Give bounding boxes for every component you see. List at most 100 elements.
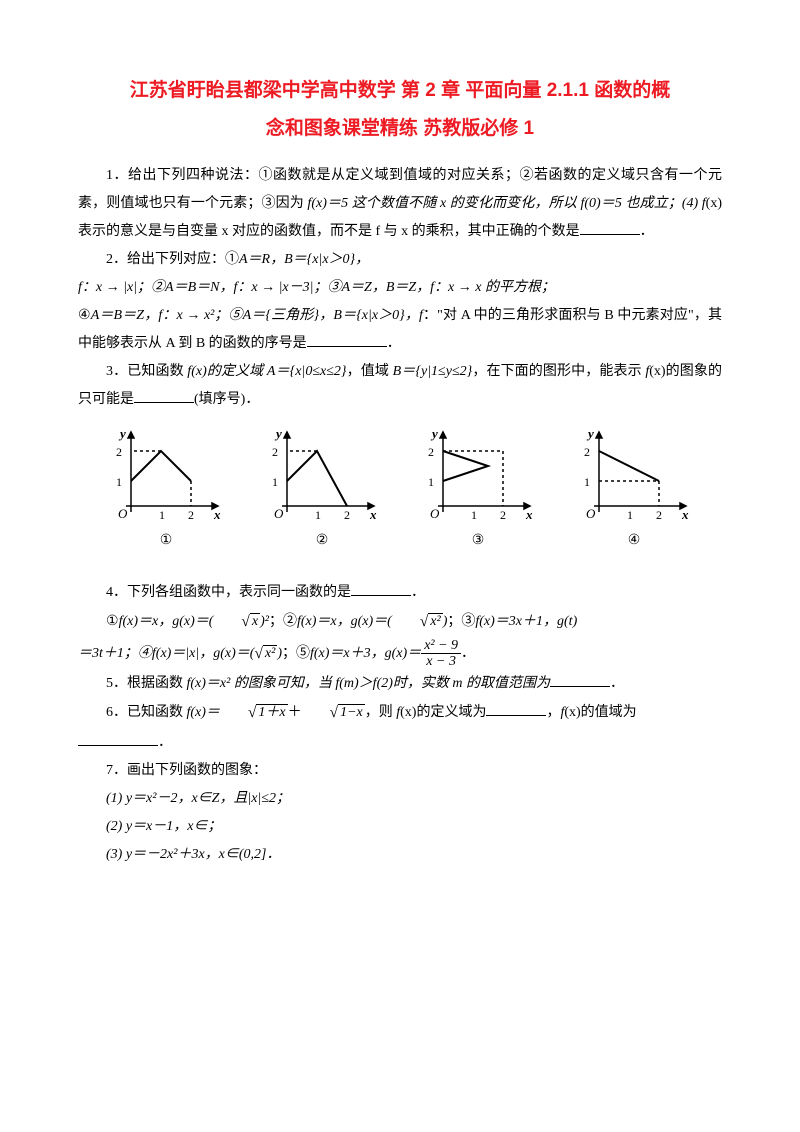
svg-text:1: 1 — [627, 508, 633, 521]
q3-a: 3．已知函数 — [106, 364, 187, 379]
q7-s1: (1) y＝x²－2，x∈Z，且|x|≤2； — [106, 791, 290, 806]
q4-g5p: g(x)＝ — [385, 646, 422, 661]
q2-a: 2．给出下列对应：① — [106, 252, 239, 267]
q3-fxb: (x)的定义域 — [191, 364, 267, 379]
question-4-line2: ＝3t＋1；④f(x)＝|x|，g(x)＝(x²)；⑤f(x)＝x＋3，g(x)… — [78, 638, 722, 670]
title-line-1: 江苏省盱眙县都梁中学高中数学 第 2 章 平面向量 2.1.1 函数的概 — [78, 72, 722, 110]
figure-1-svg: 2 1 1 2 O x y — [106, 426, 226, 521]
blank — [307, 332, 387, 347]
svg-text:x: x — [369, 507, 377, 521]
svg-text:2: 2 — [656, 508, 662, 521]
q4-fx3b: (x)＝3x＋1， — [479, 614, 557, 629]
q4-ht: ． — [411, 585, 425, 600]
fraction: x² − 9x − 3 — [421, 638, 461, 670]
frac-num: x² − 9 — [421, 638, 461, 654]
figure-2-svg: 2 1 1 2 O x y — [262, 426, 382, 521]
question-6-cont: ． — [78, 729, 722, 757]
q4-head: 4．下列各组函数中，表示同一函数的是 — [106, 585, 351, 600]
blank — [351, 581, 411, 596]
q2-abz: A＝B＝Z， — [91, 308, 159, 323]
sqrt-icon: x² — [392, 607, 443, 638]
q3-aset: A＝{x|0≤x≤2} — [267, 364, 347, 379]
figure-1: 2 1 1 2 O x y ① — [106, 426, 226, 555]
q2-f1b: ：x → |x|；② — [82, 280, 165, 295]
q6-tail: ． — [158, 735, 172, 750]
q5-f2b: (2)时，实数 m 的取值范围为 — [377, 676, 550, 691]
sqrt-icon: x — [213, 607, 260, 638]
question-3: 3．已知函数 f(x)的定义域 A＝{x|0≤x≤2}，值域 B＝{y|1≤y≤… — [78, 358, 722, 414]
q3-bset: B＝{y|1≤y≤2} — [393, 364, 473, 379]
q2-l3a: ④ — [78, 308, 91, 323]
q1-f0-b: (0)＝5 也成立；(4) — [584, 196, 701, 211]
q5-a: 5．根据函数 — [106, 676, 187, 691]
q2-ar: A＝R， — [239, 252, 284, 267]
q4-s1: ；② — [269, 614, 297, 629]
q2-bset: B＝{x|x＞0}， — [284, 252, 369, 267]
q4-s2: ；③ — [447, 614, 475, 629]
svg-text:2: 2 — [344, 508, 350, 521]
q2-f3b: ：x → x 的平方根； — [434, 280, 555, 295]
q4-l2a: ＝3t＋1；④ — [78, 646, 152, 661]
svg-text:1: 1 — [584, 475, 590, 489]
q4-g1: g(x)＝( — [172, 614, 213, 629]
q3-mid: ，值域 — [347, 364, 393, 379]
question-2-line2: f：x → |x|；②A＝B＝N，f：x → |x－3|；③A＝Z，B＝Z，f：… — [78, 274, 722, 302]
document-page: 江苏省盱眙县都梁中学高中数学 第 2 章 平面向量 2.1.1 函数的概 念和图… — [0, 0, 800, 929]
q4-s3: ；⑤ — [282, 646, 310, 661]
sqrt-icon: x² — [254, 639, 277, 670]
q4-fx4b: (x)＝|x|， — [156, 646, 213, 661]
svg-text:x: x — [213, 507, 221, 521]
figure-4: 2 1 1 2 O x y ④ — [574, 426, 694, 555]
svg-text:x: x — [681, 507, 689, 521]
question-2-line3: ④A＝B＝Z，f：x → x²；⑤A＝{三角形}，B＝{x|x＞0}，f："对 … — [78, 302, 722, 358]
question-4: 4．下列各组函数中，表示同一函数的是 ． — [78, 579, 722, 607]
q2-f4b: ：x → x²；⑤ — [162, 308, 242, 323]
q3-fill: (填序号)． — [194, 392, 259, 407]
svg-text:O: O — [586, 506, 596, 521]
question-7: 7．画出下列函数的图象： — [78, 757, 722, 785]
title-line-2: 念和图象课堂精练 苏教版必修 1 — [78, 110, 722, 148]
q6-mid: ，则 — [365, 705, 397, 720]
q4-o1: ① — [106, 614, 119, 629]
figure-1-label: ① — [106, 527, 226, 555]
q5-fxb: (x)＝x² 的图象可知，当 — [190, 676, 335, 691]
q6-mid2: ， — [546, 705, 560, 720]
q7-s2: (2) y＝x－1，x∈； — [106, 819, 221, 834]
q7-s3: (3) y＝－2x²＋3x，x∈(0,2]． — [106, 847, 281, 862]
figure-2: 2 1 1 2 O x y ② — [262, 426, 382, 555]
document-title: 江苏省盱眙县都梁中学高中数学 第 2 章 平面向量 2.1.1 函数的概 念和图… — [78, 72, 722, 148]
svg-text:x: x — [525, 507, 533, 521]
question-7-sub3: (3) y＝－2x²＋3x，x∈(0,2]． — [78, 841, 722, 869]
svg-text:2: 2 — [272, 445, 278, 459]
figure-3: 2 1 1 2 O x y ③ — [418, 426, 538, 555]
figure-3-label: ③ — [418, 527, 538, 555]
q7-head: 7．画出下列函数的图象： — [106, 763, 267, 778]
sqrt-icon: 1＋x — [220, 698, 288, 729]
svg-text:2: 2 — [428, 445, 434, 459]
q4-tail: ． — [461, 646, 475, 661]
figure-2-label: ② — [262, 527, 382, 555]
figure-4-svg: 2 1 1 2 O x y — [574, 426, 694, 521]
blank — [550, 672, 610, 687]
sqrt-icon: 1−x — [302, 698, 365, 729]
svg-text:1: 1 — [159, 508, 165, 521]
q6-a: 6．已知函数 — [106, 705, 187, 720]
question-2: 2．给出下列对应：①A＝R，B＝{x|x＞0}， — [78, 246, 722, 274]
svg-text:O: O — [430, 506, 440, 521]
blank — [78, 731, 158, 746]
svg-text:O: O — [118, 506, 128, 521]
frac-den: x − 3 — [421, 654, 461, 669]
q1-tail: ． — [640, 224, 654, 239]
svg-text:y: y — [430, 426, 438, 441]
q2-tail: ． — [387, 336, 401, 351]
svg-text:y: y — [118, 426, 126, 441]
figure-3-svg: 2 1 1 2 O x y — [418, 426, 538, 521]
blank — [486, 701, 546, 716]
q5-fmb: (m)＞ — [339, 676, 372, 691]
q4-g2: g(x)＝( — [351, 614, 392, 629]
document-body: 1．给出下列四种说法：①函数就是从定义域到值域的对应关系；②若函数的定义域只含有… — [78, 162, 722, 869]
question-6: 6．已知函数 f(x)＝1＋x＋1−x，则 f(x)的定义域为，f(x)的值域为 — [78, 698, 722, 729]
q6-fxeq: f(x)＝ — [187, 705, 220, 720]
svg-text:2: 2 — [116, 445, 122, 459]
q4-fx1b: (x)＝x， — [122, 614, 172, 629]
